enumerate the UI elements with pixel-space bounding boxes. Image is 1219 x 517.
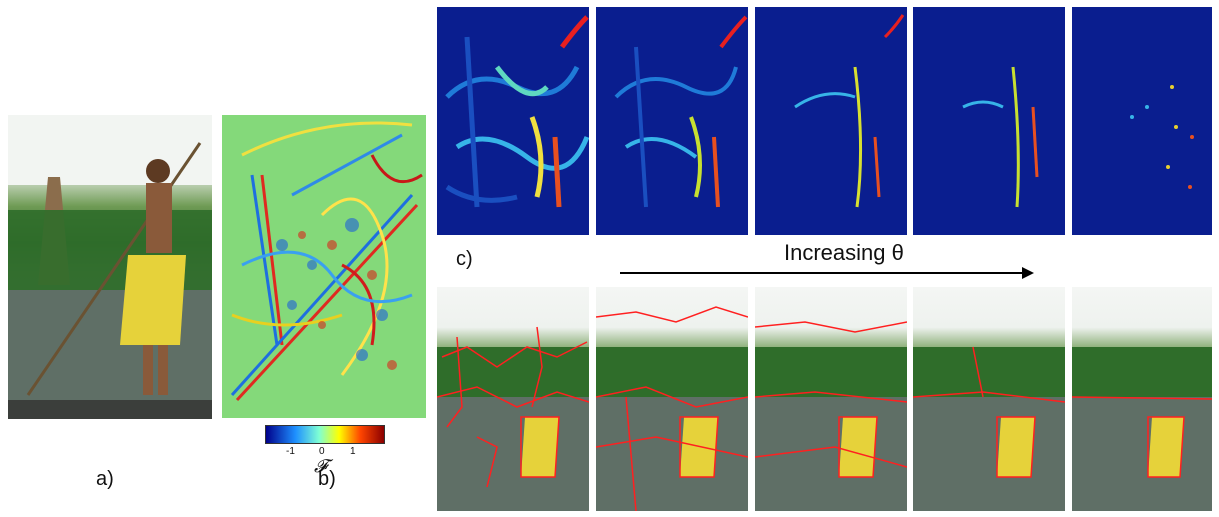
segmentation-3-drawing [755, 321, 907, 511]
colorbar-tick-1: 1 [350, 446, 356, 457]
segmentation-5 [1072, 287, 1212, 511]
response-map-5 [1072, 7, 1212, 235]
increasing-theta-label: Increasing θ [784, 240, 904, 265]
feature-map [222, 115, 426, 418]
panel-label-c: c) [456, 248, 473, 270]
segmentation-3 [755, 287, 907, 511]
response-map-2-drawing [614, 15, 748, 208]
segmentation-4-drawing [913, 346, 1065, 511]
segmentation-4 [913, 287, 1065, 511]
segmentation-1-drawing [437, 326, 589, 511]
feature-map-drawing [222, 115, 426, 418]
increasing-theta-arrow [620, 267, 1034, 279]
response-map-4-drawing [962, 66, 1039, 208]
panel-label-a: a) [96, 468, 114, 490]
colorbar-tick-0: 0 [319, 446, 325, 457]
panel-label-b: b) [318, 468, 336, 490]
colorbar-symbol: 𝓕 [314, 456, 328, 477]
response-map-1 [437, 7, 589, 235]
segmentation-1 [437, 287, 589, 511]
response-map-3-drawing [794, 14, 905, 208]
segmentation-2-drawing [596, 306, 748, 511]
response-map-3 [755, 7, 907, 235]
response-map-4 [913, 7, 1065, 235]
colorbar-tick-neg1: -1 [286, 446, 295, 457]
segmentation-2 [596, 287, 748, 511]
photo-drawing [8, 115, 212, 419]
response-map-1-drawing [445, 15, 589, 208]
colorbar [265, 425, 385, 444]
segmentation-5-drawing [1072, 347, 1212, 511]
response-map-2 [596, 7, 748, 235]
response-map-5-drawing [1130, 85, 1194, 189]
original-photo [8, 115, 212, 419]
